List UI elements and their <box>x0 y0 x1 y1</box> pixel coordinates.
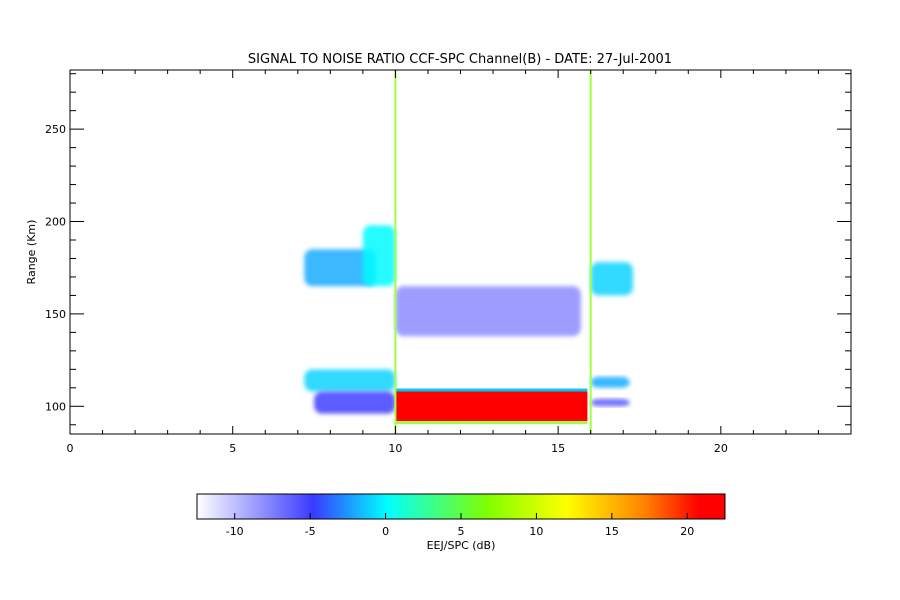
heatmap-cell-edge <box>395 421 588 425</box>
y-tick-label: 100 <box>45 400 66 413</box>
colorbar-label: EEJ/SPC (dB) <box>427 539 496 552</box>
heatmap-cell-edge <box>395 388 588 392</box>
x-tick-label: 20 <box>714 442 728 455</box>
colorbar-tick-label: 20 <box>680 525 694 538</box>
x-tick-label: 15 <box>551 442 565 455</box>
y-axis: 100 150 200 250 <box>45 73 851 426</box>
heatmap-cell <box>395 286 581 337</box>
plot-frame <box>69 69 852 435</box>
x-tick-label: 5 <box>229 442 236 455</box>
plot-area <box>304 70 633 434</box>
colorbar-tick-label: 10 <box>529 525 543 538</box>
colorbar-tick-label: -5 <box>305 525 316 538</box>
colorbar-tick-label: 0 <box>382 525 389 538</box>
chart-title: SIGNAL TO NOISE RATIO CCF-SPC Channel(B)… <box>248 52 672 67</box>
heatmap-cell <box>304 249 376 287</box>
y-tick-label: 150 <box>45 308 66 321</box>
heatmap-cell <box>304 369 396 392</box>
heatmap-cell <box>362 225 396 287</box>
x-tick-label: 0 <box>67 442 74 455</box>
heatmap-cell <box>314 391 396 414</box>
colorbar: -10 -5 0 5 10 15 20 EEJ/SPC (dB) <box>196 493 726 552</box>
y-tick-label: 250 <box>45 123 66 136</box>
x-tick-label: 10 <box>388 442 402 455</box>
heatmap-cell <box>590 262 633 296</box>
colorbar-tick-label: -10 <box>226 525 244 538</box>
colorbar-tick-label: 5 <box>458 525 465 538</box>
colorbar-tick-label: 15 <box>605 525 619 538</box>
y-axis-label: Range (Km) <box>25 220 38 285</box>
y-tick-label: 200 <box>45 216 66 229</box>
heatmap-cell <box>590 398 630 407</box>
colorbar-ticks: -10 -5 0 5 10 15 20 <box>226 513 694 538</box>
heatmap-cell <box>395 391 588 422</box>
heatmap-cell <box>590 376 630 388</box>
